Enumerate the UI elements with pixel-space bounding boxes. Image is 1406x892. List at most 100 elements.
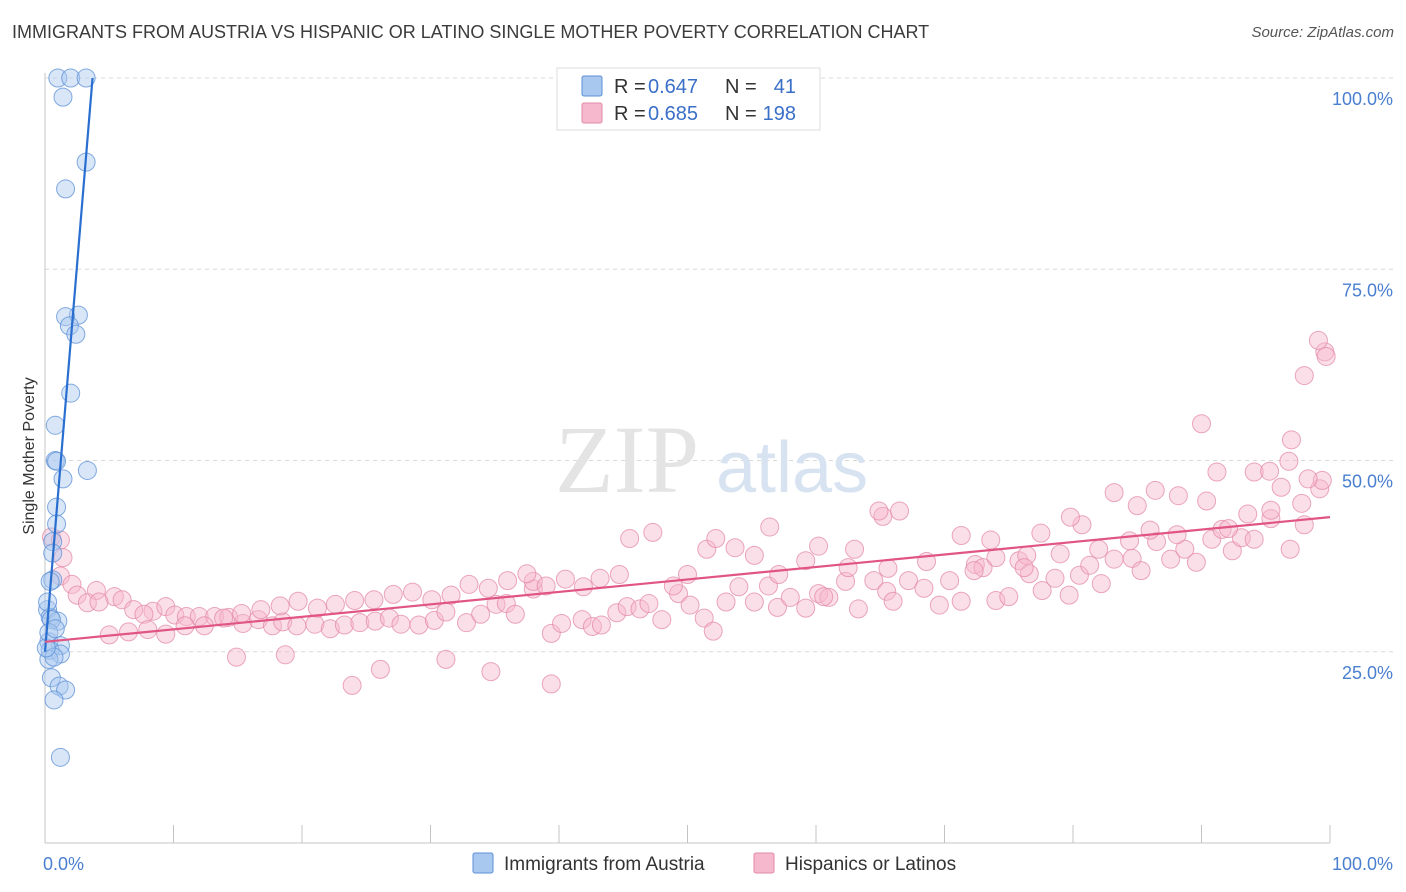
hispanic-point <box>999 587 1019 607</box>
hispanic-point <box>848 599 868 619</box>
hispanic-point <box>744 545 764 565</box>
hispanic-point <box>1031 523 1051 543</box>
hispanic-point <box>403 582 423 602</box>
chart-title: IMMIGRANTS FROM AUSTRIA VS HISPANIC OR L… <box>12 22 930 42</box>
hispanic-point <box>214 608 234 628</box>
hispanic-point <box>883 591 903 611</box>
hispanic-point <box>809 584 829 604</box>
axes <box>44 73 1331 844</box>
hispanic-point <box>251 600 271 620</box>
hispanic-point <box>986 548 1006 568</box>
y-tick-label: 75.0% <box>1342 280 1393 300</box>
hispanic-point <box>541 674 561 694</box>
hispanic-point <box>769 564 789 584</box>
hispanic-point <box>350 613 370 633</box>
y-tick-label: 100.0% <box>1332 89 1393 109</box>
watermark: ZIP atlas <box>555 406 868 513</box>
hispanic-point <box>67 585 87 605</box>
hispanic-point <box>744 592 764 612</box>
hispanic-point <box>1161 549 1181 569</box>
hispanic-point <box>796 551 816 571</box>
hispanic-point <box>391 614 411 634</box>
hispanic-point <box>307 598 327 618</box>
hispanic-point <box>890 501 910 521</box>
hispanic-point <box>1069 565 1089 585</box>
hispanic-point <box>478 578 498 598</box>
hispanic-point <box>573 577 593 597</box>
hispanic-point <box>270 596 290 616</box>
hispanic-point <box>555 569 575 589</box>
stats-swatch <box>581 75 603 97</box>
hispanic-point <box>287 616 307 636</box>
stats-swatch <box>581 102 603 124</box>
hispanic-point <box>226 647 246 667</box>
hispanic-point <box>767 597 787 617</box>
hispanic-point <box>409 615 429 635</box>
austria-point <box>77 460 97 480</box>
hispanic-point <box>288 591 308 611</box>
austria-point <box>47 451 67 471</box>
y-tick-label: 25.0% <box>1342 663 1393 683</box>
hispanic-point <box>104 587 124 607</box>
hispanic-point <box>607 603 627 623</box>
r-value: 0.685 <box>648 103 698 125</box>
hispanic-point <box>156 624 176 644</box>
r-value: 0.647 <box>648 76 698 98</box>
hispanic-point <box>541 623 561 643</box>
hispanic-point <box>899 571 919 591</box>
hispanic-point <box>89 592 109 612</box>
hispanic-point <box>1312 470 1332 490</box>
hispanic-point <box>951 525 971 545</box>
hispanic-point <box>864 571 884 591</box>
hispanic-point <box>572 610 592 630</box>
austria-point <box>45 415 65 435</box>
hispanic-point <box>1089 539 1109 559</box>
hispanic-point <box>873 506 893 526</box>
hispanic-point <box>471 604 491 624</box>
r-label: R = <box>614 103 646 125</box>
hispanic-point <box>1019 564 1039 584</box>
austria-point <box>56 179 76 199</box>
tick-labels: 25.0% 50.0% 75.0% 100.0% 0.0% 100.0% <box>43 89 1393 874</box>
hispanic-point <box>1145 480 1165 500</box>
hispanic-point <box>680 595 700 615</box>
hispanic-point <box>703 621 723 641</box>
hispanic-point <box>342 675 362 695</box>
hispanic-point <box>189 607 209 627</box>
hispanic-point <box>1127 496 1147 516</box>
hispanic-point <box>456 613 476 633</box>
hispanic-point <box>869 501 889 521</box>
hispanic-point <box>1260 461 1280 481</box>
austria-point <box>61 383 81 403</box>
trend-lines <box>43 77 1331 652</box>
hispanic-point <box>819 587 839 607</box>
hispanic-point <box>1167 525 1187 545</box>
hispanic-point <box>441 585 461 605</box>
hispanic-point <box>345 590 365 610</box>
hispanic-point <box>505 604 525 624</box>
hispanic-point <box>1186 552 1206 572</box>
hispanic-point <box>275 645 295 665</box>
austria-point <box>76 68 96 88</box>
hispanic-point <box>325 594 345 614</box>
hispanic-point <box>1316 346 1336 366</box>
hispanic-point <box>706 529 726 549</box>
hispanic-point <box>1271 477 1291 497</box>
hispanic-point <box>845 539 865 559</box>
hispanic-point <box>591 615 611 635</box>
hispanic-point <box>1080 555 1100 575</box>
hispanic-point <box>1244 529 1264 549</box>
hispanic-point <box>365 611 385 631</box>
x-tick-label: 0.0% <box>43 854 84 874</box>
hispanic-point <box>964 561 984 581</box>
data-points <box>36 68 1336 767</box>
hispanic-point <box>364 590 384 610</box>
hispanic-point <box>1238 504 1258 524</box>
hispanic-point <box>914 578 934 598</box>
hispanic-point <box>486 594 506 614</box>
hispanic-point <box>1104 549 1124 569</box>
legend-swatch <box>472 852 494 874</box>
hispanic-point <box>436 649 456 669</box>
hispanic-point <box>124 600 144 620</box>
hispanic-point <box>1202 529 1222 549</box>
